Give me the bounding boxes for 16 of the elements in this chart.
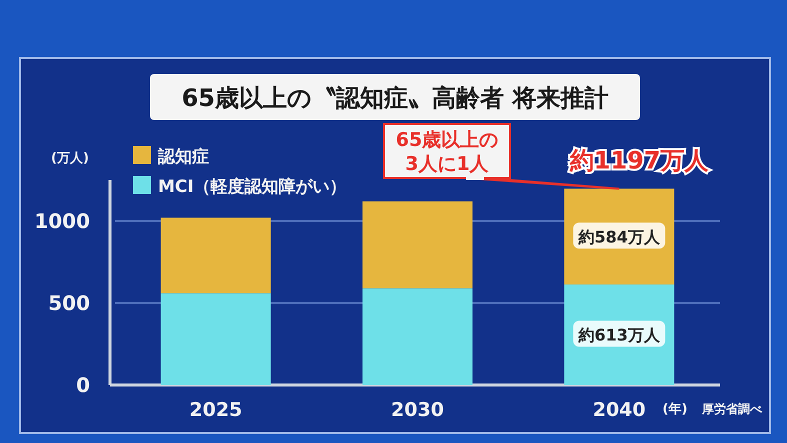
y-tick-label: 500 (48, 291, 90, 315)
legend-label: MCI（軽度認知障がい） (158, 177, 347, 197)
y-tick-label: 1000 (34, 209, 90, 233)
y-tick-label: 0 (76, 373, 90, 397)
legend-label: 認知症 (157, 147, 209, 167)
total-label: 約1197万人 (568, 146, 710, 175)
data-label: 約584万人 (577, 228, 661, 247)
text: 厚労省調べ (701, 402, 763, 416)
x-tick-label: 2025 (189, 399, 242, 421)
chart-title: 65歳以上の〝認知症〟高齢者 将来推計 (182, 84, 608, 112)
x-tick-label: 2030 (391, 399, 444, 421)
y-axis-title: (万人) (51, 151, 89, 166)
x-tick-label: 2040 (592, 399, 646, 421)
x-axis-title: (年) (662, 402, 688, 417)
annotation: 65歳以上の 3人に1人 (396, 129, 498, 175)
data-label: 約613万人 (577, 326, 661, 345)
